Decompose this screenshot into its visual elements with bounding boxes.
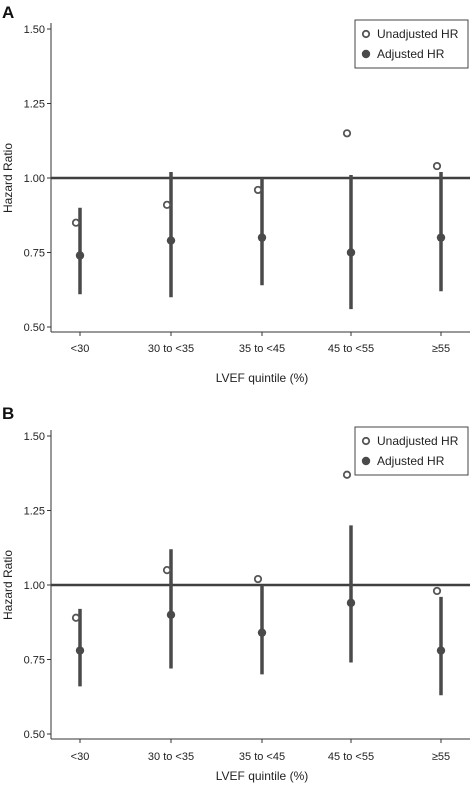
x-tick-label: 30 to <35 (148, 751, 194, 763)
unadjusted-hr-point (162, 565, 172, 575)
unadjusted-hr-point (253, 574, 263, 584)
x-tick-label: ≥55 (432, 751, 450, 763)
x-tick-label: 35 to <45 (239, 751, 285, 763)
adjusted-hr-point (436, 646, 446, 655)
legend-adjusted-marker (361, 49, 371, 59)
legend-unadjusted-marker (361, 29, 371, 39)
unadjusted-hr-point (253, 185, 263, 195)
x-tick-label: <30 (71, 343, 90, 355)
adjusted-hr-point (166, 236, 176, 245)
y-tick-label: 1.25 (24, 506, 45, 518)
legend-adjusted-label: Adjusted HR (377, 47, 445, 61)
y-tick-label: 1.00 (24, 173, 45, 185)
unadjusted-hr-point (162, 200, 172, 209)
y-axis-title: Hazard Ratio (1, 143, 15, 213)
unadjusted-hr-point (342, 129, 352, 138)
y-tick-label: 1.50 (24, 431, 45, 443)
x-tick-label: 30 to <35 (148, 343, 194, 355)
x-axis-title: LVEF quintile (%) (216, 769, 308, 783)
unadjusted-hr-point (71, 613, 81, 622)
unadjusted-hr-point (71, 218, 81, 227)
y-tick-label: 1.00 (24, 580, 45, 592)
y-tick-label: 0.50 (24, 729, 45, 741)
legend-box (354, 19, 469, 69)
panel-letter: A (2, 3, 14, 22)
y-axis-title: Hazard Ratio (1, 550, 15, 620)
legend-box (354, 426, 469, 476)
panel-b: B 0.50 0.75 1.00 1.25 1.50 <30 30 to <35 35 to <… (1, 404, 470, 783)
adjusted-hr-point (75, 646, 85, 655)
y-tick-label: 0.50 (24, 322, 45, 334)
y-tick-label: 1.25 (24, 99, 45, 111)
adjusted-hr-point (436, 233, 446, 242)
adjusted-hr-point (346, 248, 356, 257)
legend-unadjusted-label: Unadjusted HR (377, 434, 459, 448)
unadjusted-hr-point (432, 586, 442, 596)
legend-unadjusted-label: Unadjusted HR (377, 27, 459, 41)
x-tick-label: 45 to <55 (328, 343, 374, 355)
y-tick-label: 1.50 (24, 24, 45, 36)
adjusted-hr-point (75, 251, 85, 260)
adjusted-hr-point (346, 598, 356, 608)
adjusted-hr-point (257, 628, 267, 637)
x-tick-label: 35 to <45 (239, 343, 285, 355)
legend-adjusted-marker (361, 456, 371, 466)
x-axis-title: LVEF quintile (%) (216, 371, 308, 385)
adjusted-hr-point (257, 233, 267, 242)
legend-unadjusted-marker (361, 436, 371, 446)
y-tick-label: 0.75 (24, 655, 45, 667)
panel-letter: B (2, 404, 14, 423)
unadjusted-hr-point (432, 161, 442, 171)
x-tick-label: ≥55 (432, 343, 450, 355)
x-tick-label: <30 (71, 751, 90, 763)
adjusted-hr-point (166, 610, 176, 619)
x-tick-label: 45 to <55 (328, 751, 374, 763)
legend-adjusted-label: Adjusted HR (377, 454, 445, 468)
panel-a: A 0.50 0.75 1.00 1.25 1.50 <30 30 to <35 35 to <… (1, 3, 470, 385)
y-tick-label: 0.75 (24, 248, 45, 260)
unadjusted-hr-point (342, 470, 352, 479)
